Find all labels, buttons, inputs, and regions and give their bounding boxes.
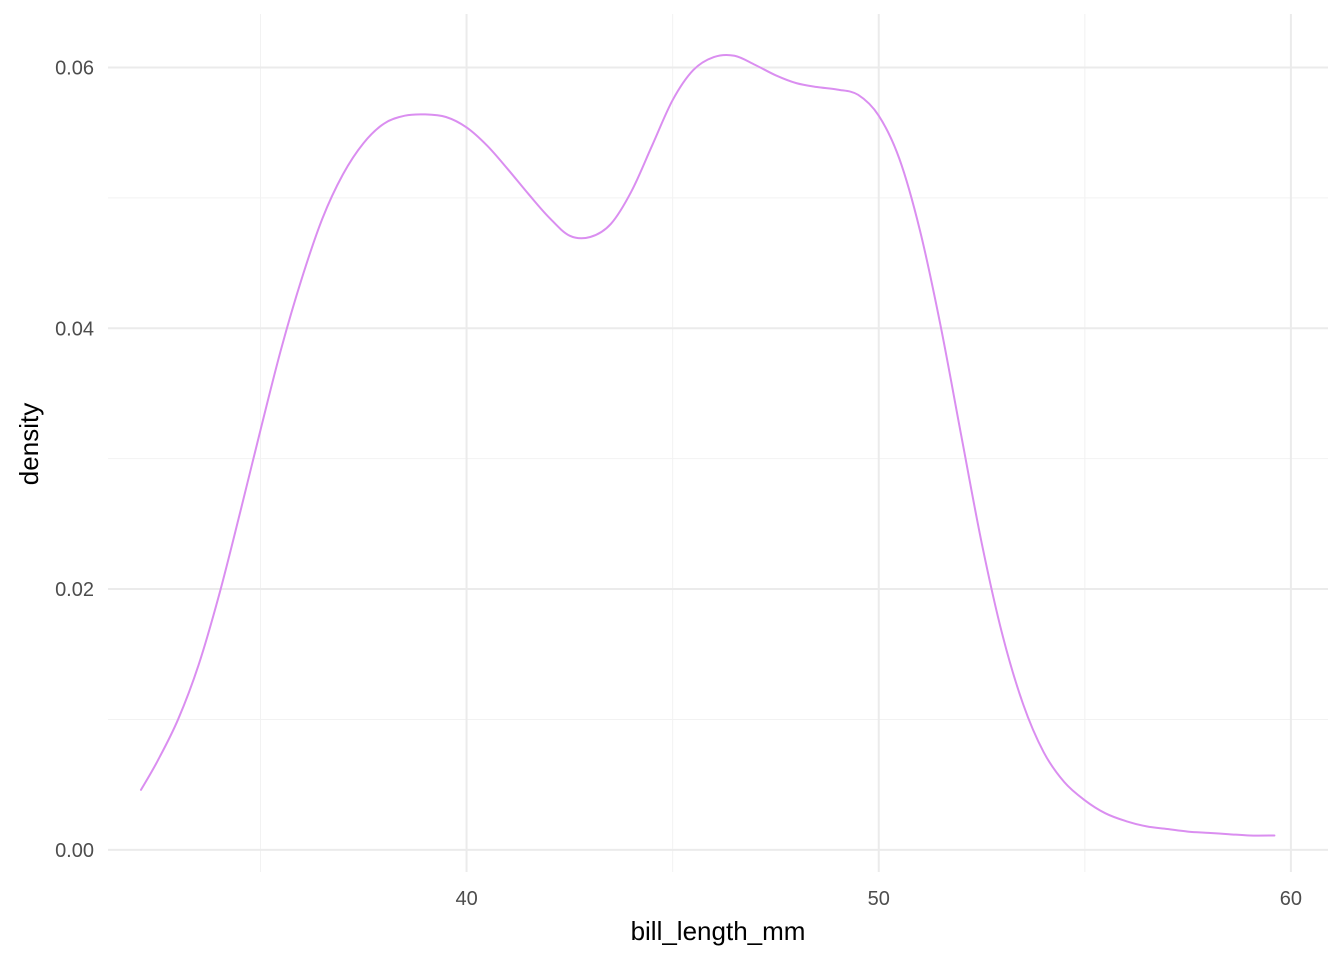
density-line	[139, 53, 1276, 837]
plot-area	[139, 53, 1276, 837]
x-tick-label: 50	[868, 888, 890, 910]
x-tick-label: 40	[455, 888, 477, 910]
tick-labels: 40 50 60 0.00 0.02 0.04 0.06	[55, 57, 1302, 910]
y-tick-label: 0.00	[55, 840, 94, 862]
x-tick-label: 60	[1280, 888, 1302, 910]
y-tick-label: 0.02	[55, 579, 94, 601]
minor-gridlines	[108, 14, 1328, 872]
y-tick-label: 0.06	[55, 57, 94, 79]
y-axis-title: density	[14, 403, 44, 485]
y-tick-label: 0.04	[55, 318, 94, 340]
x-axis-title: bill_length_mm	[631, 916, 806, 946]
major-gridlines	[108, 14, 1328, 872]
